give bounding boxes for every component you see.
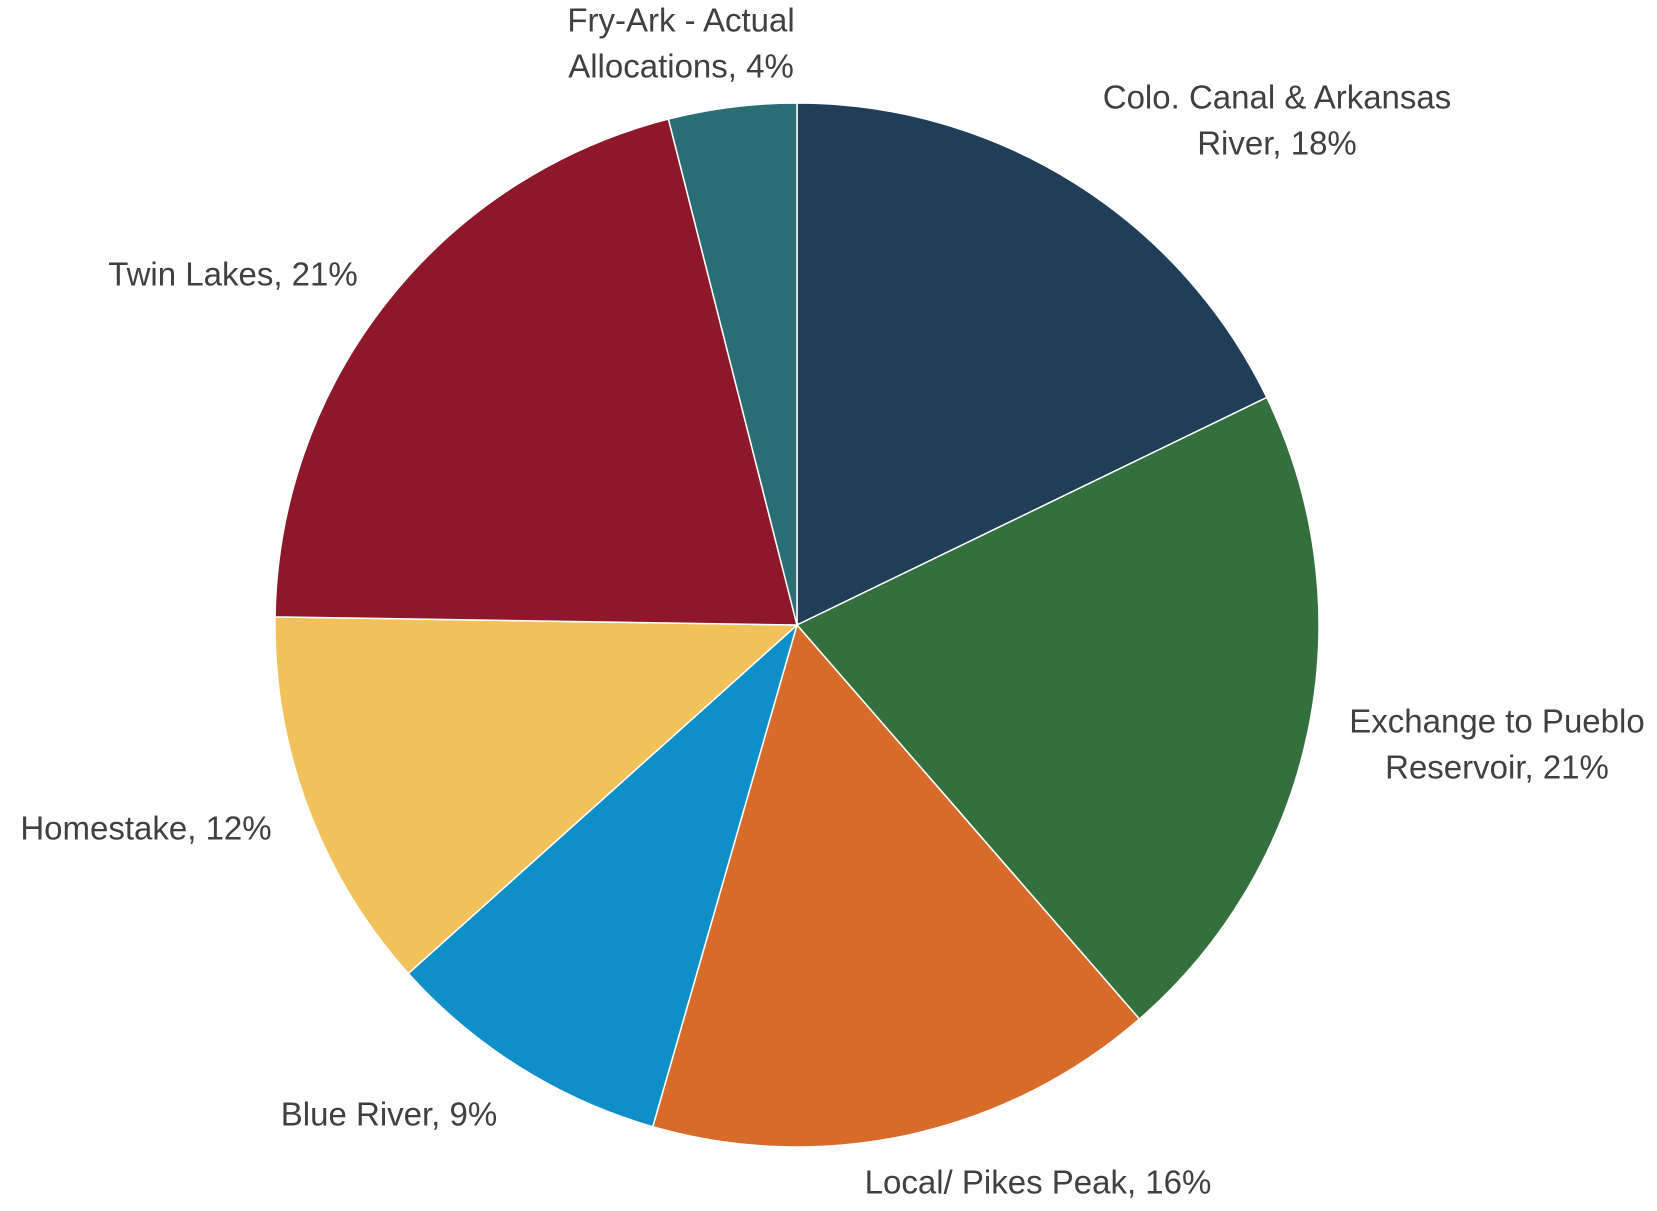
slice-label-colo-canal-arkansas-river: Colo. Canal & Arkansas River, 18%	[1103, 79, 1452, 162]
slice-label-line: Blue River, 9%	[281, 1096, 497, 1133]
slice-label-line: Local/ Pikes Peak, 16%	[865, 1164, 1212, 1201]
slice-label-line: Fry-Ark - Actual	[567, 2, 794, 39]
pie-slice-colo-canal-arkansas-river	[796, 102, 1268, 627]
labels-layer: Colo. Canal & Arkansas River, 18% Exchange…	[20, 2, 1644, 1201]
slice-label-fry-ark-actual-allocations: Fry-Ark - Actual Allocations, 4%	[567, 2, 794, 85]
slice-label-local-pikes-peak: Local/ Pikes Peak, 16%	[865, 1164, 1212, 1201]
slice-label-line: River, 18%	[1197, 125, 1357, 162]
slice-label-line: Allocations, 4%	[568, 48, 794, 85]
slice-label-twin-lakes: Twin Lakes, 21%	[108, 256, 357, 293]
slice-label-line: Colo. Canal & Arkansas	[1103, 79, 1452, 116]
slice-label-exchange-to-pueblo-reservoir: Exchange to Pueblo Reservoir, 21%	[1349, 703, 1644, 786]
pie-slice-local-pikes-peak	[651, 623, 1141, 1148]
pie-slice-exchange-to-pueblo-reservoir	[795, 396, 1320, 1021]
slice-label-blue-river: Blue River, 9%	[281, 1096, 497, 1133]
slices-layer	[274, 102, 1320, 1148]
pie-slice-homestake	[274, 616, 799, 975]
slice-label-homestake: Homestake, 12%	[20, 810, 271, 847]
pie-slice-blue-river	[407, 622, 799, 1128]
slice-label-line: Twin Lakes, 21%	[108, 256, 357, 293]
pie-slice-fry-ark-actual-allocations	[667, 102, 798, 626]
pie-slice-twin-lakes	[274, 118, 798, 626]
slice-label-line: Homestake, 12%	[20, 810, 271, 847]
slice-label-line: Exchange to Pueblo	[1349, 703, 1644, 740]
slice-label-line: Reservoir, 21%	[1385, 749, 1609, 786]
